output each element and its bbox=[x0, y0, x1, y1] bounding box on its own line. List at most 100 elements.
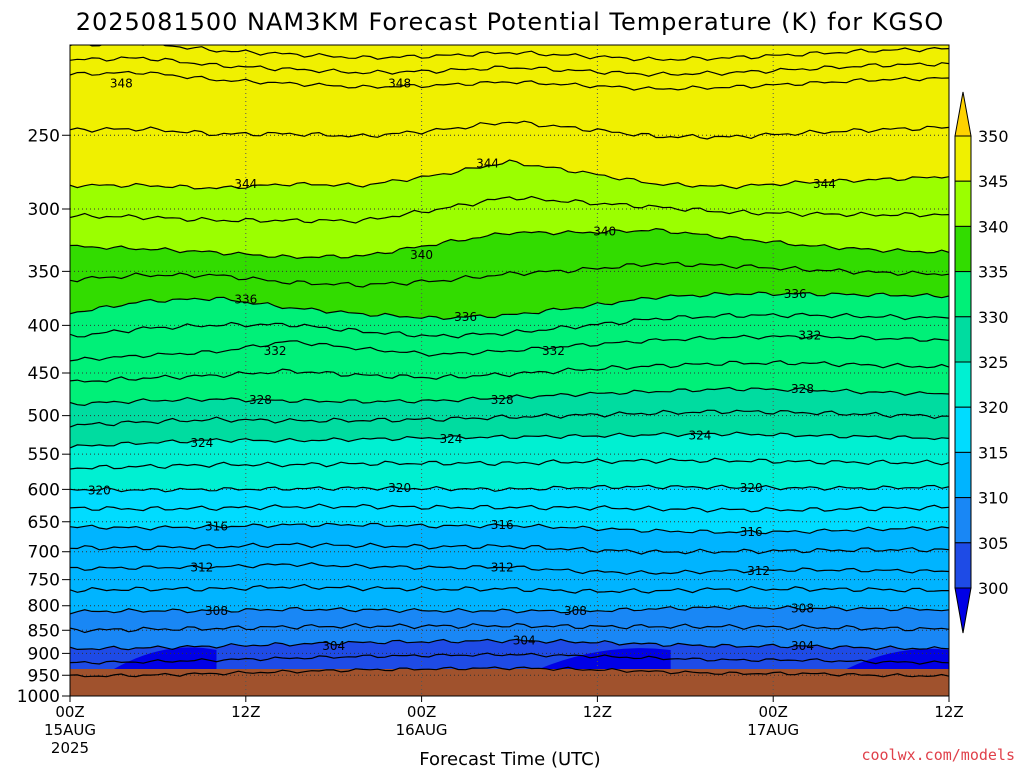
contour-label-text: 344 bbox=[813, 177, 836, 191]
contour-label-text: 344 bbox=[234, 177, 257, 191]
colorbar-tick-label: 330 bbox=[978, 308, 1009, 327]
isentrope-308 bbox=[70, 604, 949, 615]
contour-labels: 348 348 344 344 344 340 340 336 336 336 332 332 332 3… bbox=[88, 77, 836, 654]
isentrope-314 bbox=[70, 542, 949, 555]
colorbar-arrow-top bbox=[954, 91, 972, 137]
contour-label: 328 bbox=[249, 393, 272, 407]
contour-label-text: 348 bbox=[110, 77, 133, 91]
contour-label-text: 304 bbox=[322, 639, 345, 653]
y-tick-label: 650 bbox=[28, 513, 60, 533]
x-tick-label: 12Z bbox=[231, 703, 260, 721]
y-tick-label: 450 bbox=[28, 364, 60, 384]
y-tick-label: 800 bbox=[28, 597, 60, 617]
isentrope-332 bbox=[70, 334, 949, 362]
contour-label-text: 336 bbox=[454, 310, 477, 324]
contour-label: 304 bbox=[513, 634, 536, 648]
contour-label: 312 bbox=[190, 561, 213, 575]
y-tick-label: 850 bbox=[28, 621, 60, 641]
isentrope-340 bbox=[70, 227, 949, 260]
isentrope-344 bbox=[70, 159, 949, 190]
isentrope-lower-1 bbox=[70, 652, 949, 665]
y-tick-label: 350 bbox=[28, 262, 60, 282]
isentrope-326 bbox=[70, 409, 949, 428]
y-tick-label: 1000 bbox=[17, 687, 60, 707]
colorbar-tick-label: 325 bbox=[978, 353, 1009, 372]
colorbar-tick-label: 345 bbox=[978, 172, 1009, 191]
contour-label: 328 bbox=[491, 393, 514, 407]
contour-label: 336 bbox=[454, 310, 477, 324]
x-tick-label: 12Z bbox=[934, 703, 963, 721]
plot-area bbox=[70, 45, 949, 696]
contour-label-text: 324 bbox=[190, 436, 213, 450]
contour-label: 324 bbox=[439, 432, 462, 446]
colorbar-swatch bbox=[954, 180, 972, 227]
colorbar-tick-label: 315 bbox=[978, 443, 1009, 462]
contour-label: 316 bbox=[491, 518, 514, 532]
y-tick-label: 500 bbox=[28, 407, 60, 427]
y-tick-label: 250 bbox=[28, 126, 60, 146]
contour-label-text: 332 bbox=[264, 344, 287, 358]
isentrope-336 bbox=[70, 291, 949, 321]
contour-label-text: 340 bbox=[410, 248, 433, 262]
isentrope-322 bbox=[70, 457, 949, 470]
contour-label-text: 348 bbox=[388, 77, 411, 91]
contour-label: 320 bbox=[388, 481, 411, 495]
colorbar-swatch bbox=[954, 271, 972, 318]
contour-label-text: 320 bbox=[88, 484, 111, 498]
y-tick-label: 750 bbox=[28, 571, 60, 591]
contour-label-text: 328 bbox=[249, 393, 272, 407]
contour-label-text: 316 bbox=[205, 520, 228, 534]
y-tick-label: 700 bbox=[28, 543, 60, 563]
colorbar-swatch bbox=[954, 135, 972, 182]
x-tick-label: 00Z bbox=[759, 703, 788, 721]
credit-text: coolwx.com/models bbox=[861, 746, 1015, 764]
contour-label: 308 bbox=[564, 604, 587, 618]
y-tick-label: 550 bbox=[28, 445, 60, 465]
isentrope-324 bbox=[70, 431, 949, 449]
isentrope-328 bbox=[70, 386, 949, 407]
contour-label: 340 bbox=[410, 248, 433, 262]
cold-pocket-1 bbox=[113, 647, 217, 669]
contour-label-text: 332 bbox=[798, 328, 821, 342]
contour-label: 336 bbox=[234, 292, 257, 306]
isentrope-330 bbox=[70, 360, 949, 383]
plot-frame bbox=[69, 44, 950, 697]
contour-lines bbox=[70, 45, 949, 678]
contour-label-text: 308 bbox=[564, 604, 587, 618]
isentrope-342 bbox=[70, 195, 949, 224]
grid-lines bbox=[70, 45, 949, 696]
isentrope-306 bbox=[70, 622, 949, 634]
isentrope-312 bbox=[70, 562, 949, 575]
isentrope-304 bbox=[70, 638, 949, 651]
contour-label: 324 bbox=[688, 428, 711, 442]
contour-label-text: 312 bbox=[190, 561, 213, 575]
x-axis-title: Forecast Time (UTC) bbox=[419, 749, 600, 768]
contour-label-text: 320 bbox=[740, 481, 763, 495]
cold-pocket-2 bbox=[538, 648, 671, 669]
contour-label: 348 bbox=[110, 77, 133, 91]
contour-label: 312 bbox=[747, 564, 770, 578]
colorbar-tick-label: 305 bbox=[978, 534, 1009, 553]
chart-title: 2025081500 NAM3KM Forecast Potential Tem… bbox=[76, 8, 945, 36]
contour-label-text: 328 bbox=[491, 393, 514, 407]
contour-label-text: 328 bbox=[791, 382, 814, 396]
colorbar-swatch bbox=[954, 406, 972, 453]
contour-label-text: 340 bbox=[593, 224, 616, 238]
contour-label: 316 bbox=[205, 520, 228, 534]
x-tick-year: 2025 bbox=[51, 739, 89, 757]
y-tick-label: 300 bbox=[28, 200, 60, 220]
contour-label: 320 bbox=[88, 484, 111, 498]
isentrope-320 bbox=[70, 484, 949, 493]
contour-label: 308 bbox=[205, 604, 228, 618]
contour-label-text: 336 bbox=[234, 292, 257, 306]
isentrope-316 bbox=[70, 522, 949, 535]
colorbar-tick-label: 350 bbox=[978, 127, 1009, 146]
y-tick-label: 400 bbox=[28, 316, 60, 336]
contour-label: 332 bbox=[542, 344, 565, 358]
contour-label-text: 336 bbox=[784, 287, 807, 301]
x-tick-label: 00Z bbox=[407, 703, 436, 721]
x-tick-date: 16AUG bbox=[396, 721, 448, 739]
y-axis: 250 300 350 400 450 500 550 600 650 700 750 800 850 9… bbox=[17, 126, 70, 707]
x-tick-label: 12Z bbox=[583, 703, 612, 721]
colorbar-tick-label: 335 bbox=[978, 263, 1009, 282]
